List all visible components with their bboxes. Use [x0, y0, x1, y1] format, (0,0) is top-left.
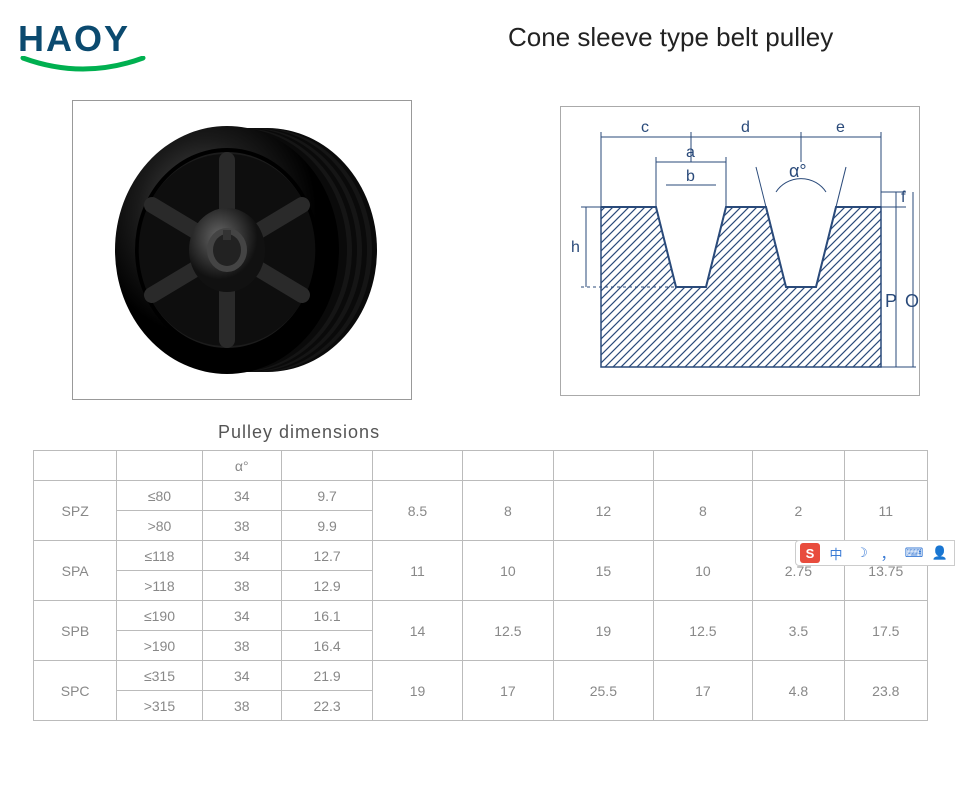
ime-user-icon[interactable]: 👤 [930, 543, 950, 563]
ime-toolbar[interactable]: S 中 ☽ ， ⌨ 👤 [795, 540, 955, 566]
ime-logo-icon[interactable]: S [800, 543, 820, 563]
product-photo [72, 100, 412, 400]
row-name: SPA [34, 541, 117, 601]
ime-moon-icon[interactable]: ☽ [852, 543, 872, 563]
row-name: SPB [34, 601, 117, 661]
brand-logo: HAOY [18, 18, 148, 79]
dim-alpha-label: α° [789, 161, 807, 181]
dim-e-label: e [836, 119, 845, 136]
dimensions-table: α° SPZ ≤80 34 9.7 8.5 8 12 8 2 11 >80 38… [33, 450, 928, 721]
ime-lang-icon[interactable]: 中 [826, 543, 846, 563]
dim-a-label: a [686, 144, 695, 161]
table-row: SPB ≤190 34 16.1 14 12.5 19 12.5 3.5 17.… [34, 601, 928, 631]
dim-p-label: P [885, 291, 897, 311]
pulley-illustration [92, 120, 392, 380]
table-header-row: α° [34, 451, 928, 481]
dim-d-label: d [741, 119, 750, 136]
table-row: SPC ≤315 34 21.9 19 17 25.5 17 4.8 23.8 [34, 661, 928, 691]
hdr-alpha: α° [202, 451, 281, 481]
dim-b-label: b [686, 168, 695, 185]
dim-c-label: c [641, 119, 649, 136]
dim-f-label: f [901, 189, 906, 206]
dim-h-label: h [571, 239, 580, 256]
groove-diagram: c d e a b α° h f P O [560, 106, 920, 396]
row-name: SPZ [34, 481, 117, 541]
table-row: SPA ≤118 34 12.7 11 10 15 10 2.75 13.75 [34, 541, 928, 571]
table-row: SPZ ≤80 34 9.7 8.5 8 12 8 2 11 [34, 481, 928, 511]
logo-text: HAOY [18, 18, 148, 60]
dim-o-label: O [905, 291, 919, 311]
page-title: Cone sleeve type belt pulley [508, 22, 833, 53]
logo-smile-icon [18, 56, 148, 74]
row-name: SPC [34, 661, 117, 721]
ime-keyboard-icon[interactable]: ⌨ [904, 543, 924, 563]
table-title: Pulley dimensions [218, 422, 380, 443]
ime-fullwidth-icon[interactable]: ， [878, 543, 898, 563]
